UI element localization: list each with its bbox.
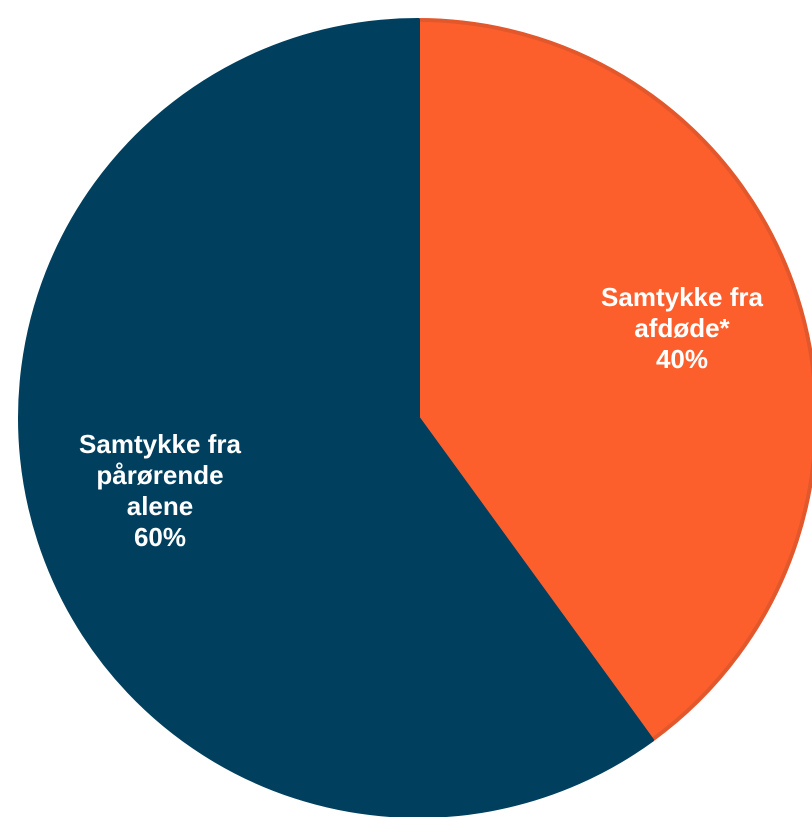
pie-slice-1: [416, 18, 812, 742]
slice-label-1: Samtykke fra afdøde* 40%: [601, 282, 763, 374]
slice-value-label: 60%: [134, 522, 186, 552]
slice-label-line: Samtykke fra: [601, 282, 763, 312]
slice-label-2: Samtykke fra pårørende alene 60%: [79, 429, 241, 552]
slice-label-line: alene: [127, 491, 194, 521]
slice-label-line: Samtykke fra: [79, 429, 241, 459]
pie-slices: [18, 18, 812, 817]
slice-value-label: 40%: [656, 344, 708, 374]
pie-slice-2: [18, 18, 654, 817]
pie-labels: Samtykke fra afdøde* 40%Samtykke fra pårøre…: [79, 282, 763, 552]
slice-label-line: afdøde*: [634, 313, 730, 343]
slice-label-line: pårørende: [96, 460, 223, 490]
